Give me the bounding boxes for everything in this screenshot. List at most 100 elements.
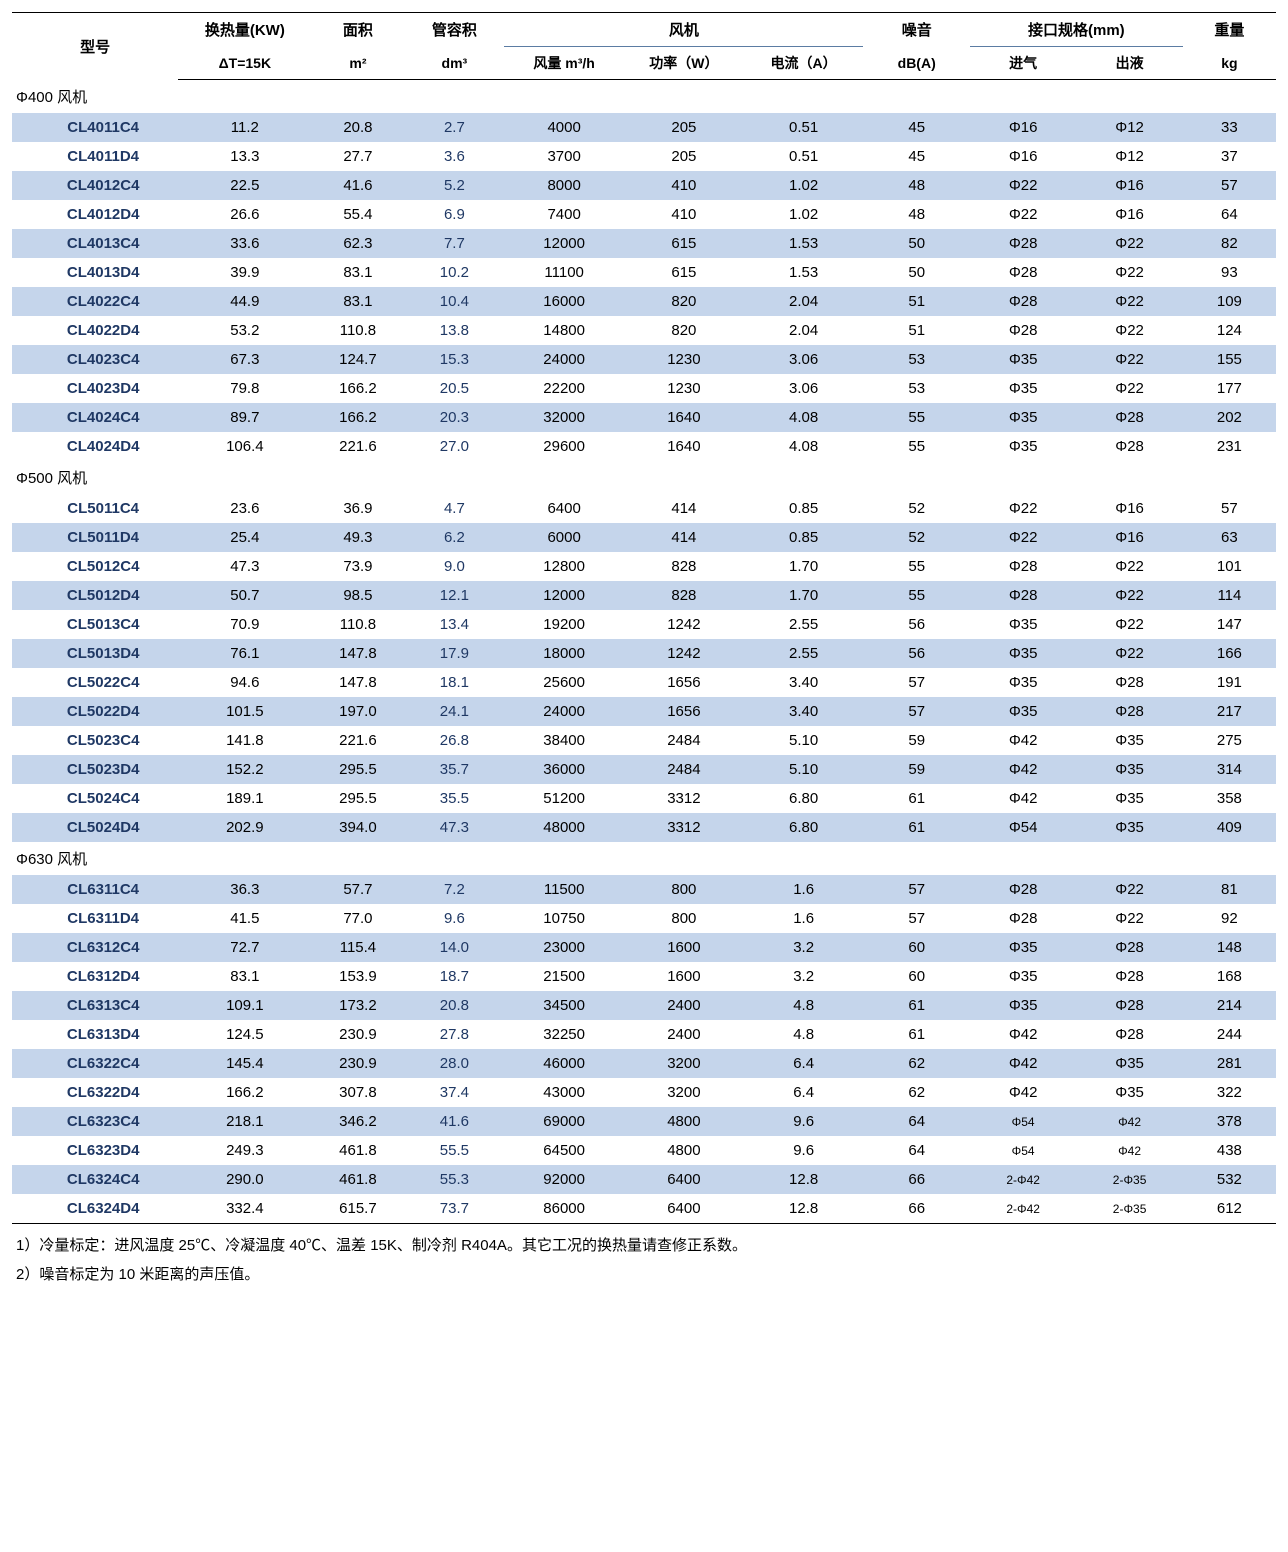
cell-power: 800 xyxy=(624,875,744,904)
cell-inlet: Φ22 xyxy=(970,171,1076,200)
section-title: Φ500 风机 xyxy=(12,461,1276,494)
cell-area: 62.3 xyxy=(311,229,404,258)
cell-current: 4.8 xyxy=(744,991,864,1020)
cell-tube: 14.0 xyxy=(405,933,505,962)
cell-tube: 27.8 xyxy=(405,1020,505,1049)
cell-airflow: 48000 xyxy=(504,813,624,842)
cell-airflow: 23000 xyxy=(504,933,624,962)
cell-weight: 322 xyxy=(1183,1078,1276,1107)
table-row: CL4013D439.983.110.2111006151.5350Φ28Φ22… xyxy=(12,258,1276,287)
cell-heat: 53.2 xyxy=(178,316,311,345)
cell-airflow: 86000 xyxy=(504,1194,624,1224)
col-area-sub: m² xyxy=(311,47,404,80)
cell-airflow: 64500 xyxy=(504,1136,624,1165)
cell-area: 57.7 xyxy=(311,875,404,904)
cell-airflow: 6400 xyxy=(504,494,624,523)
cell-noise: 48 xyxy=(863,200,969,229)
cell-tube: 73.7 xyxy=(405,1194,505,1224)
table-header: 型号 换热量(KW) 面积 管容积 风机 噪音 接口规格(mm) 重量 ΔT=1… xyxy=(12,13,1276,80)
table-row: CL6324D4332.4615.773.786000640012.8662-Φ… xyxy=(12,1194,1276,1224)
cell-power: 2484 xyxy=(624,755,744,784)
cell-current: 4.8 xyxy=(744,1020,864,1049)
cell-inlet: 2-Φ42 xyxy=(970,1194,1076,1224)
cell-inlet: Φ35 xyxy=(970,639,1076,668)
cell-weight: 191 xyxy=(1183,668,1276,697)
cell-model: CL4011D4 xyxy=(12,142,178,171)
cell-weight: 92 xyxy=(1183,904,1276,933)
cell-model: CL6312D4 xyxy=(12,962,178,991)
col-weight-sub: kg xyxy=(1183,47,1276,80)
cell-power: 1230 xyxy=(624,345,744,374)
table-row: CL5012D450.798.512.1120008281.7055Φ28Φ22… xyxy=(12,581,1276,610)
table-row: CL5024D4202.9394.047.34800033126.8061Φ54… xyxy=(12,813,1276,842)
cell-inlet: Φ28 xyxy=(970,552,1076,581)
cell-weight: 82 xyxy=(1183,229,1276,258)
cell-area: 110.8 xyxy=(311,316,404,345)
cell-area: 20.8 xyxy=(311,113,404,142)
col-heat-sub: ΔT=15K xyxy=(178,47,311,80)
cell-tube: 20.8 xyxy=(405,991,505,1020)
cell-airflow: 51200 xyxy=(504,784,624,813)
cell-power: 4800 xyxy=(624,1136,744,1165)
cell-weight: 93 xyxy=(1183,258,1276,287)
cell-heat: 22.5 xyxy=(178,171,311,200)
cell-model: CL4024C4 xyxy=(12,403,178,432)
cell-power: 205 xyxy=(624,113,744,142)
cell-weight: 281 xyxy=(1183,1049,1276,1078)
cell-model: CL5012D4 xyxy=(12,581,178,610)
cell-power: 820 xyxy=(624,316,744,345)
cell-airflow: 14800 xyxy=(504,316,624,345)
cell-weight: 532 xyxy=(1183,1165,1276,1194)
cell-tube: 9.6 xyxy=(405,904,505,933)
cell-current: 3.2 xyxy=(744,962,864,991)
cell-airflow: 12000 xyxy=(504,581,624,610)
cell-current: 1.6 xyxy=(744,875,864,904)
cell-tube: 13.4 xyxy=(405,610,505,639)
cell-heat: 290.0 xyxy=(178,1165,311,1194)
cell-weight: 275 xyxy=(1183,726,1276,755)
cell-power: 410 xyxy=(624,171,744,200)
col-heat: 换热量(KW) xyxy=(178,13,311,47)
footnote-1: 1）冷量标定：进风温度 25℃、冷凝温度 40℃、温差 15K、制冷剂 R404… xyxy=(16,1232,1276,1261)
cell-inlet: Φ35 xyxy=(970,345,1076,374)
col-current: 电流（A） xyxy=(744,47,864,80)
cell-model: CL4012D4 xyxy=(12,200,178,229)
cell-model: CL6324C4 xyxy=(12,1165,178,1194)
cell-heat: 36.3 xyxy=(178,875,311,904)
cell-power: 2400 xyxy=(624,991,744,1020)
cell-weight: 166 xyxy=(1183,639,1276,668)
cell-area: 173.2 xyxy=(311,991,404,1020)
cell-heat: 109.1 xyxy=(178,991,311,1020)
cell-model: CL6324D4 xyxy=(12,1194,178,1224)
cell-heat: 141.8 xyxy=(178,726,311,755)
section-header: Φ400 风机 xyxy=(12,80,1276,114)
cell-noise: 45 xyxy=(863,113,969,142)
cell-heat: 33.6 xyxy=(178,229,311,258)
cell-airflow: 24000 xyxy=(504,697,624,726)
cell-heat: 25.4 xyxy=(178,523,311,552)
cell-power: 1600 xyxy=(624,933,744,962)
cell-current: 2.55 xyxy=(744,639,864,668)
cell-model: CL6311D4 xyxy=(12,904,178,933)
cell-area: 461.8 xyxy=(311,1136,404,1165)
cell-outlet: Φ35 xyxy=(1076,726,1182,755)
cell-model: CL4011C4 xyxy=(12,113,178,142)
cell-current: 12.8 xyxy=(744,1165,864,1194)
cell-outlet: Φ22 xyxy=(1076,316,1182,345)
footnotes: 1）冷量标定：进风温度 25℃、冷凝温度 40℃、温差 15K、制冷剂 R404… xyxy=(12,1232,1276,1289)
cell-model: CL4013C4 xyxy=(12,229,178,258)
cell-heat: 166.2 xyxy=(178,1078,311,1107)
cell-noise: 64 xyxy=(863,1136,969,1165)
cell-outlet: Φ22 xyxy=(1076,581,1182,610)
cell-noise: 61 xyxy=(863,991,969,1020)
cell-tube: 10.2 xyxy=(405,258,505,287)
cell-airflow: 11100 xyxy=(504,258,624,287)
cell-inlet: Φ35 xyxy=(970,374,1076,403)
table-row: CL4023D479.8166.220.52220012303.0653Φ35Φ… xyxy=(12,374,1276,403)
spec-table: 型号 换热量(KW) 面积 管容积 风机 噪音 接口规格(mm) 重量 ΔT=1… xyxy=(12,12,1276,1224)
cell-outlet: 2-Φ35 xyxy=(1076,1194,1182,1224)
cell-inlet: Φ35 xyxy=(970,933,1076,962)
cell-heat: 23.6 xyxy=(178,494,311,523)
cell-power: 2400 xyxy=(624,1020,744,1049)
cell-outlet: Φ42 xyxy=(1076,1136,1182,1165)
